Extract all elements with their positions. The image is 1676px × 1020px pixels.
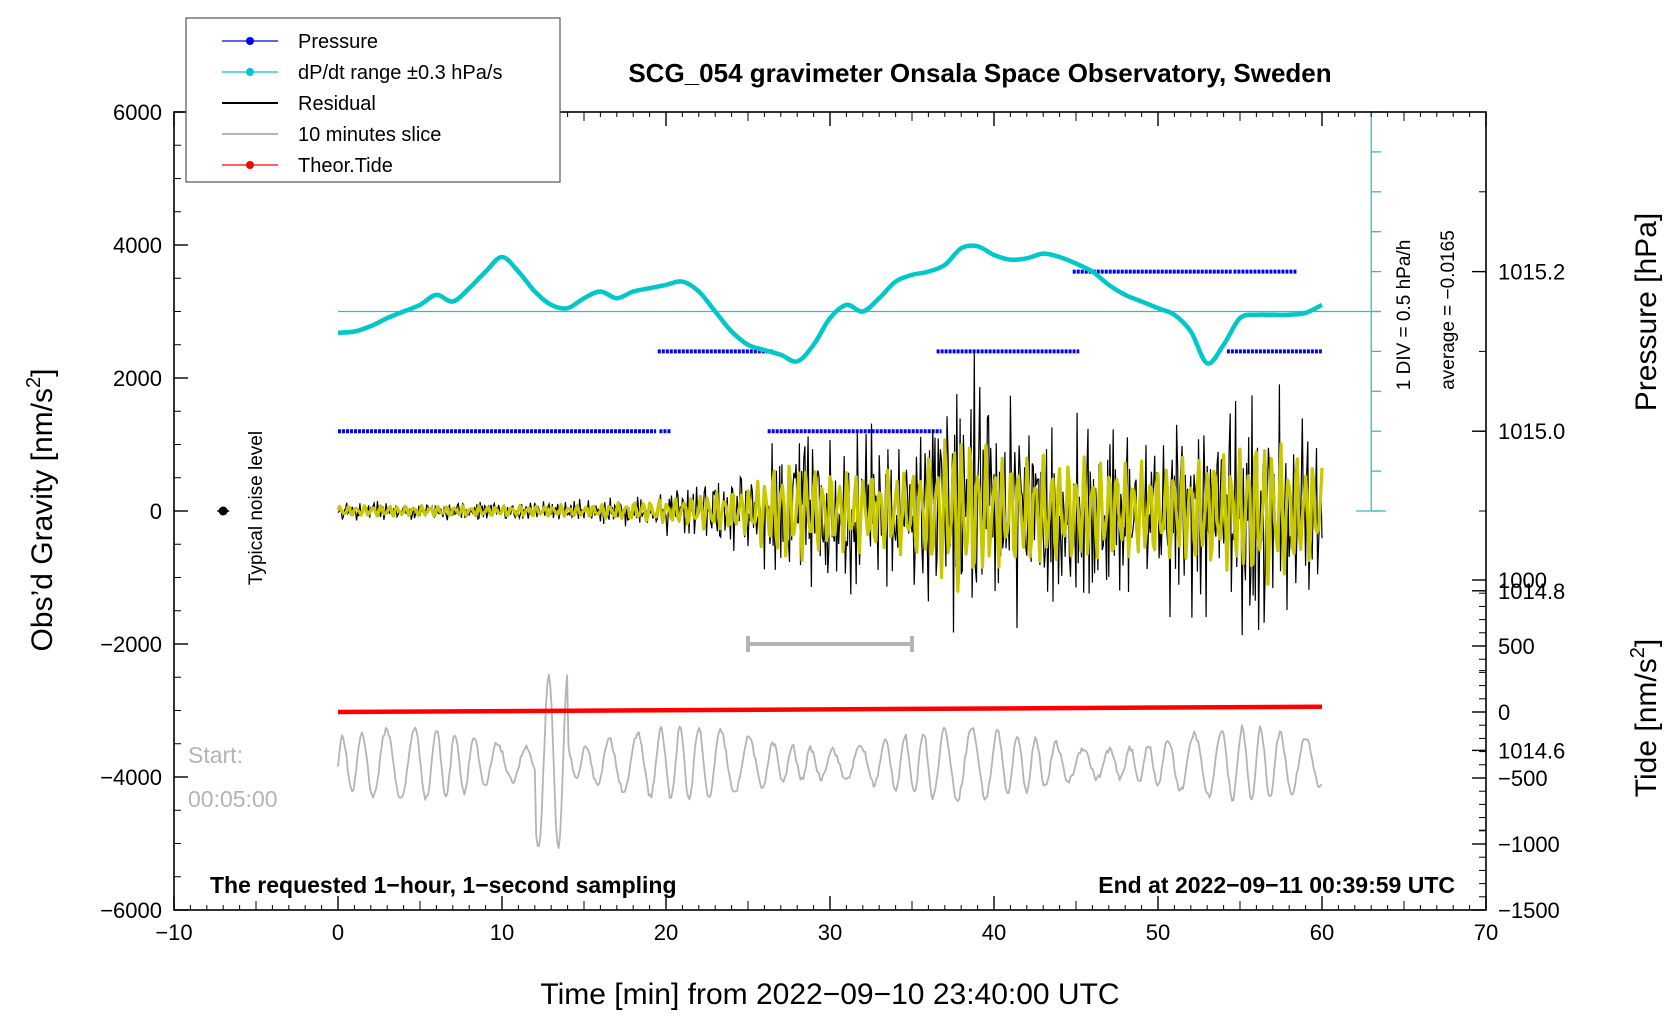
tide-title-end: ] (1630, 639, 1663, 647)
legend-marker (246, 161, 254, 169)
end-time-note: End at 2022−09−11 00:39:59 UTC (1098, 872, 1455, 898)
slice-start-label: Start: (188, 742, 243, 768)
pressure-series (338, 269, 1322, 434)
y-left-tick-label: 6000 (113, 100, 162, 125)
legend-label-tide: Theor.Tide (298, 155, 393, 177)
legend: Pressure dP/dt range ±0.3 hPa/s Residual… (185, 17, 561, 183)
x-tick-label: 60 (1310, 920, 1334, 945)
y-left-tick-label: −6000 (100, 898, 162, 923)
slice-start-time: 00:05:00 (188, 786, 278, 812)
legend-label-dpdt: dP/dt range ±0.3 hPa/s (298, 62, 502, 84)
x-axis-title: Time [min] from 2022−09−10 23:40:00 UTC (540, 978, 1119, 1011)
tide-title-main: Tide [nm/s (1630, 658, 1663, 797)
x-tick-label: 20 (654, 920, 678, 945)
slice-bracket (746, 636, 914, 652)
tide-tick-label: 0 (1498, 700, 1510, 725)
noise-level-label: Typical noise level (246, 431, 267, 585)
slice-series (337, 673, 1323, 849)
legend-box (185, 17, 561, 183)
y-right-tide-title: Tide [nm/s2] (1627, 639, 1663, 797)
legend-marker (246, 37, 254, 45)
tide-tick-label: −500 (1498, 766, 1548, 791)
tide-tick-label: 1000 (1498, 568, 1547, 593)
scale-average-label: average = −0.0165 (1438, 230, 1459, 390)
tide-series (337, 704, 1323, 715)
x-tick-label: 30 (818, 920, 842, 945)
tide-tick-label: −1000 (1498, 832, 1560, 857)
legend-label-slice: 10 minutes slice (298, 124, 441, 146)
pressure-tick-label: 1015.0 (1498, 419, 1565, 444)
scale-div-label: 1 DIV = 0.5 hPa/h (1394, 240, 1415, 391)
y-left-title-sup: 2 (23, 377, 45, 388)
dpdt-series (337, 243, 1324, 366)
y-left-title-main: Obs’d Gravity [nm/s (26, 388, 59, 651)
slice-line (337, 673, 1323, 849)
legend-marks (222, 37, 278, 169)
noise-marker (217, 506, 230, 516)
pressure-tick-label: 1015.2 (1498, 260, 1565, 285)
tide-tick-label: 500 (1498, 634, 1535, 659)
tide-tick-label: −1500 (1498, 898, 1560, 923)
tide-line (337, 704, 1323, 715)
y-left-axis-title: Obs’d Gravity [nm/s2] (23, 369, 59, 652)
y-left-tick-label: 0 (150, 499, 162, 524)
y-left-tick-label: 4000 (113, 233, 162, 258)
y-left-tick-label: −2000 (100, 632, 162, 657)
legend-label-pressure: Pressure (298, 31, 378, 53)
legend-marker (246, 68, 254, 76)
x-tick-label: 40 (982, 920, 1006, 945)
noise-dot (218, 506, 228, 516)
y-left-title-end: ] (26, 369, 59, 377)
tide-title-sup: 2 (1627, 647, 1649, 658)
pressure-scale-bar (1356, 111, 1387, 512)
x-tick-label: 10 (490, 920, 514, 945)
filtered-series (336, 438, 1324, 593)
x-tick-label: 0 (332, 920, 344, 945)
dpdt-curve (337, 243, 1324, 366)
legend-label-residual: Residual (298, 93, 376, 115)
filtered-line (336, 438, 1324, 593)
pressure-tick-label: 1014.6 (1498, 738, 1565, 763)
x-tick-label: 50 (1146, 920, 1170, 945)
axis-tick-labels: −10 0 10 20 30 40 50 60 70 6000 4000 2000 0 −2000 −400… (100, 100, 1565, 945)
pressure-tick-label: 1014.8 (1498, 579, 1565, 604)
y-right-pressure-title: Pressure [hPa] (1630, 213, 1663, 411)
y-left-tick-label: 2000 (113, 366, 162, 391)
x-tick-label: −10 (155, 920, 192, 945)
y-left-tick-label: −4000 (100, 765, 162, 790)
chart-title: SCG_054 gravimeter Onsala Space Observat… (628, 58, 1331, 88)
x-tick-label: 70 (1474, 920, 1498, 945)
sampling-note: The requested 1−hour, 1−second sampling (210, 872, 677, 898)
